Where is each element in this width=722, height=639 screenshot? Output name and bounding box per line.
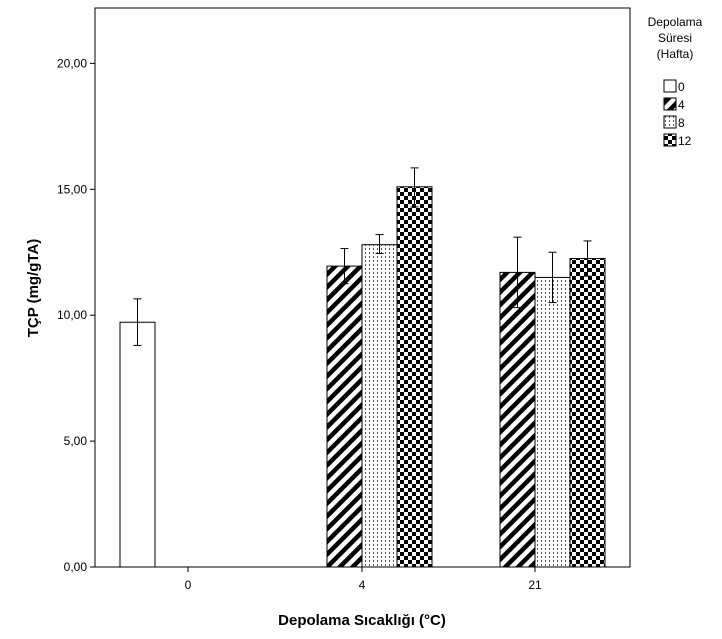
legend-swatch bbox=[663, 115, 677, 129]
y-tick-label: 0,00 bbox=[64, 560, 88, 574]
bar-series-8-cat-21 bbox=[534, 276, 571, 568]
legend-label: 4 bbox=[678, 98, 685, 112]
legend-label: 8 bbox=[678, 116, 685, 130]
bar-series-4-cat-21 bbox=[499, 271, 536, 568]
x-tick-label: 0 bbox=[185, 578, 192, 592]
x-axis: 0 4 21 bbox=[185, 567, 542, 592]
bar-series-12-cat-21 bbox=[569, 258, 606, 568]
bar-series-8-cat-4 bbox=[361, 244, 398, 568]
legend: Depolama Süresi (Hafta) 0 4 8 12 bbox=[648, 15, 703, 148]
legend-title-line: (Hafta) bbox=[657, 47, 694, 61]
bar-series-12-cat-4 bbox=[396, 186, 433, 568]
bars-group bbox=[119, 167, 606, 568]
y-tick-label: 20,00 bbox=[57, 56, 87, 70]
legend-title-line: Depolama bbox=[648, 15, 703, 29]
legend-swatch bbox=[663, 97, 677, 111]
x-tick-label: 4 bbox=[359, 578, 366, 592]
y-tick-label: 5,00 bbox=[64, 434, 88, 448]
legend-swatch bbox=[663, 133, 677, 147]
legend-title-line: Süresi bbox=[658, 31, 692, 45]
legend-swatch bbox=[663, 79, 677, 93]
y-tick-label: 10,00 bbox=[57, 308, 87, 322]
y-axis: 0,00 5,00 10,00 15,00 20,00 bbox=[57, 56, 95, 574]
x-axis-title: Depolama Sıcaklığı (°C) bbox=[278, 612, 446, 629]
bar-series-4-cat-4 bbox=[326, 265, 363, 568]
x-tick-label: 21 bbox=[528, 578, 542, 592]
bar-series-0-cat-0 bbox=[119, 321, 156, 568]
y-tick-label: 15,00 bbox=[57, 182, 87, 196]
y-axis-title: TÇP (mg/gTA) bbox=[25, 239, 42, 338]
legend-label: 0 bbox=[678, 80, 685, 94]
legend-label: 12 bbox=[678, 134, 692, 148]
